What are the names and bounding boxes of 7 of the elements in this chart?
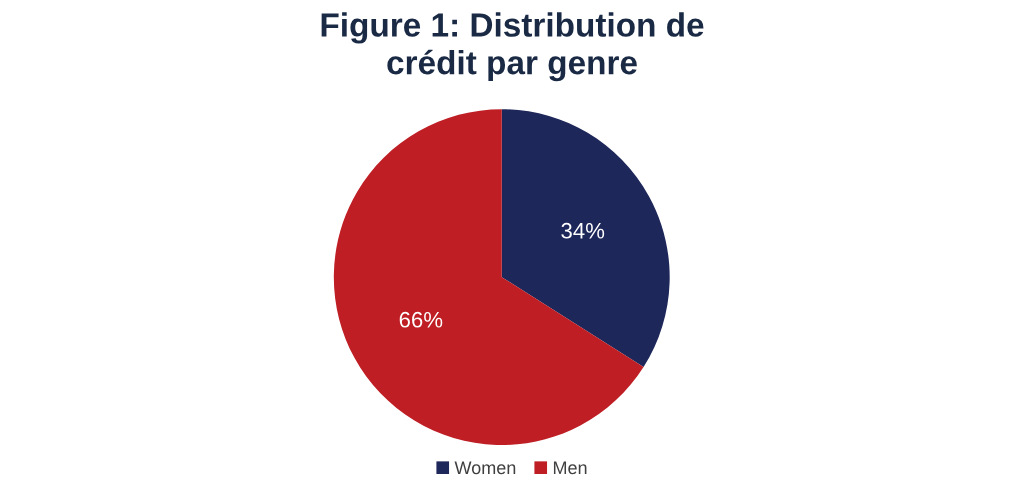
data-label: 66% bbox=[399, 311, 443, 328]
pie-slice bbox=[333, 109, 644, 446]
legend-label: Men bbox=[553, 461, 587, 475]
data-label: 34% bbox=[561, 222, 605, 239]
legend-label: Women bbox=[454, 461, 516, 475]
chart-title: Figure 1: Distribution de crédit par genre bbox=[321, 12, 704, 82]
pie-slice bbox=[501, 109, 670, 368]
